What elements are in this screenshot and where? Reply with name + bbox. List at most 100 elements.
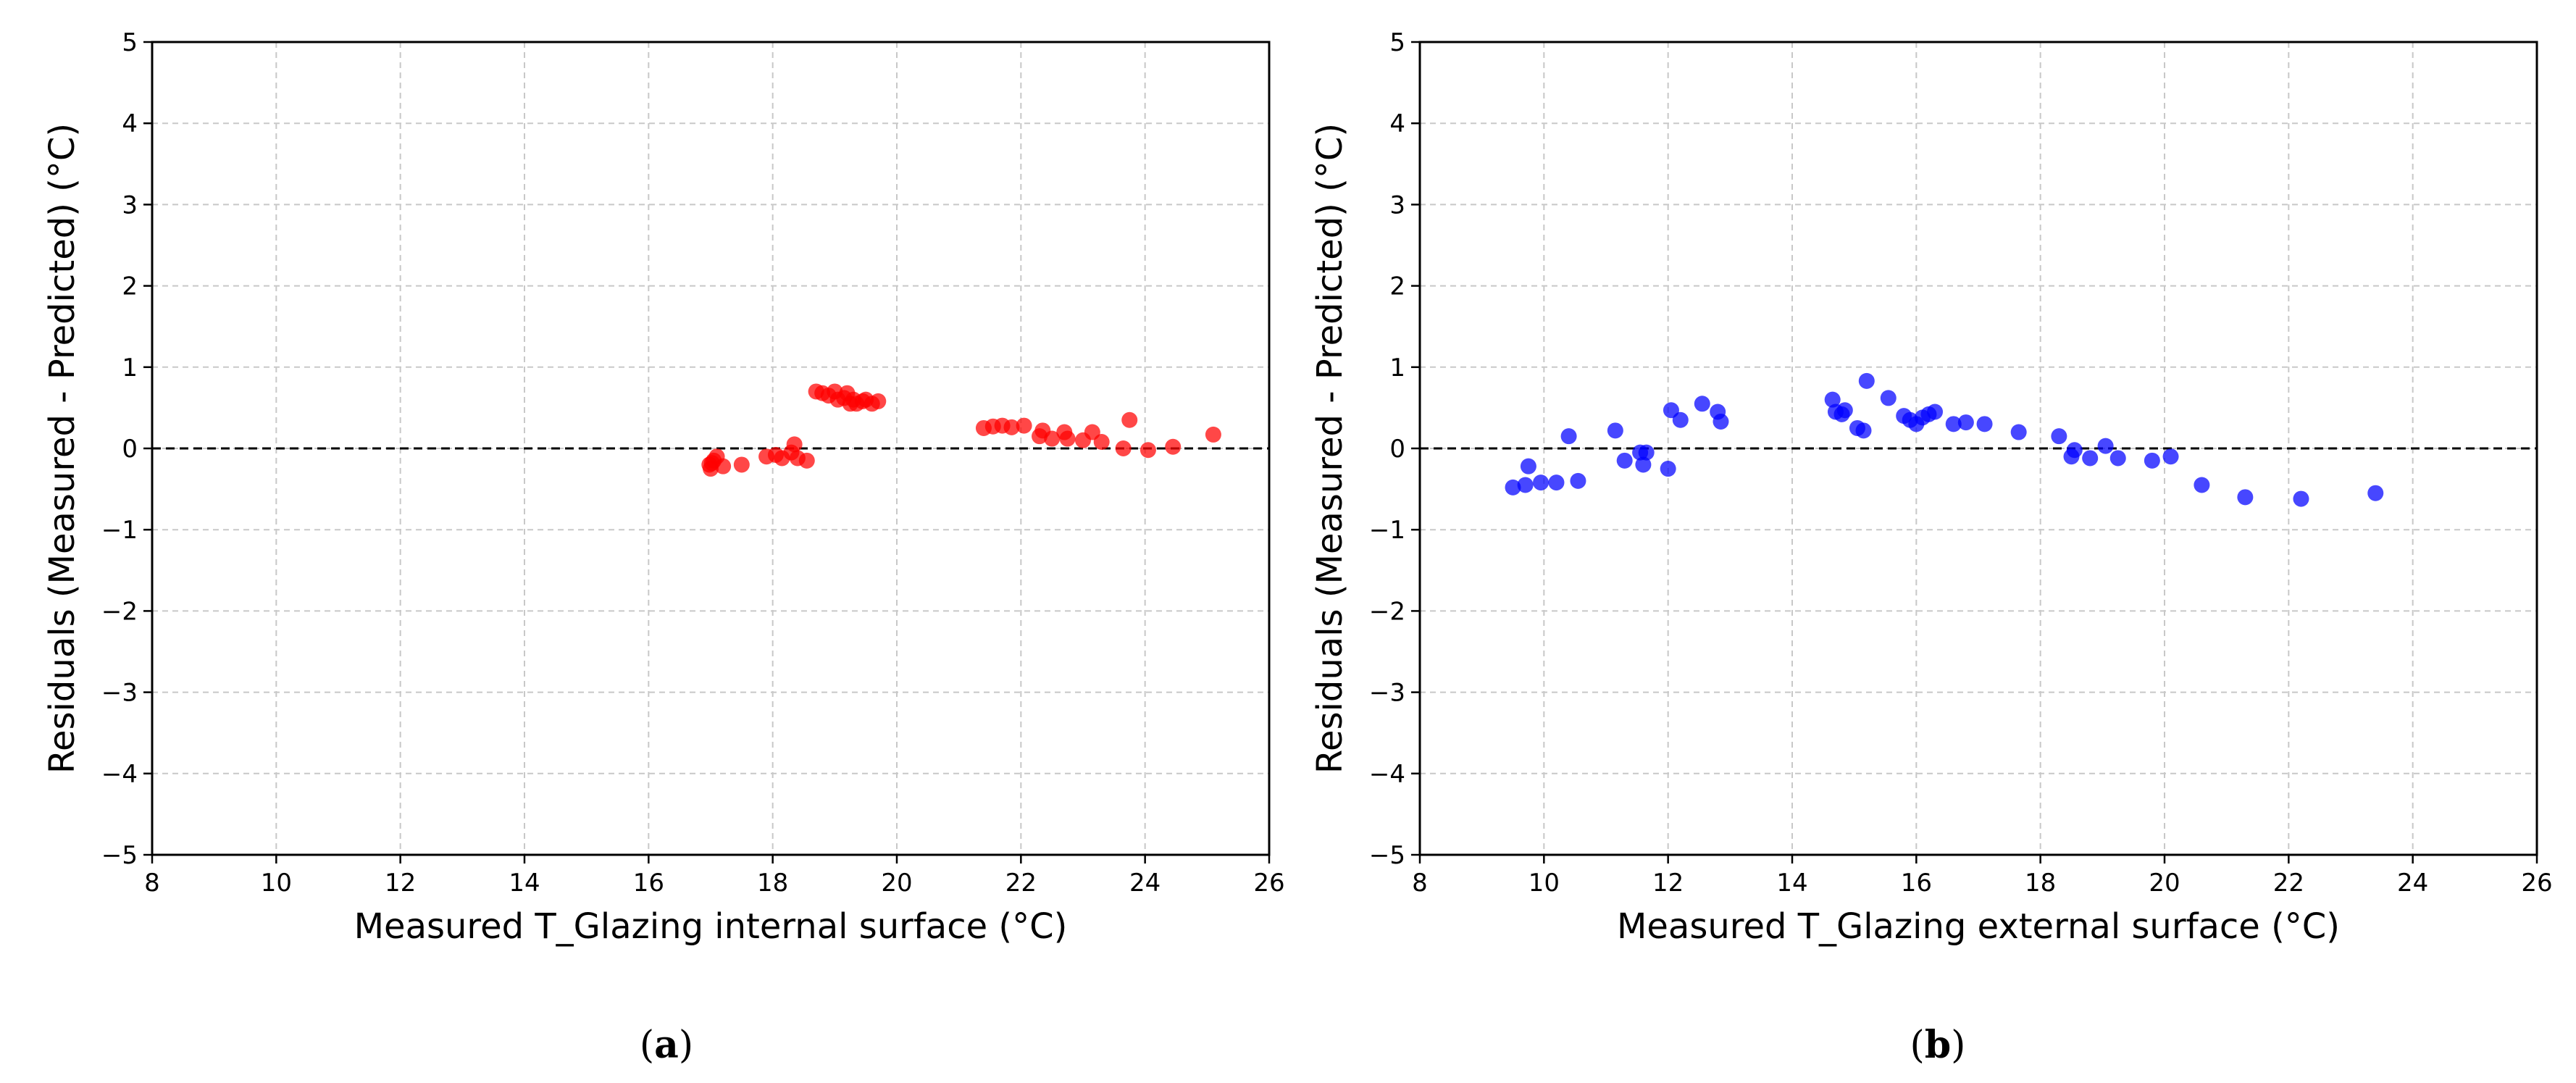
- chart-b-point: [2109, 450, 2126, 467]
- chart-a-point: [1093, 434, 1110, 451]
- chart-b-frame: [1418, 41, 2538, 856]
- chart-b-point: [1520, 458, 1536, 474]
- chart-a-point: [1205, 426, 1221, 443]
- chart-a-ytick-label: −1: [101, 516, 138, 545]
- chart-b-xtick-label: 22: [2273, 869, 2304, 898]
- chart-a-xtick-label: 14: [509, 869, 540, 898]
- chart-a-ytick-label: 2: [122, 272, 138, 301]
- chart-a-xtick-label: 12: [385, 869, 416, 898]
- chart-b-point: [1660, 461, 1676, 477]
- chart-b-ytick-label: 3: [1389, 191, 1405, 219]
- chart-b: 8 10 12 14 16 18 20 22 24 26−5−4−3−2−1012345Measu…: [1310, 28, 2553, 1067]
- chart-b-ylabel: Residuals (Measured - Predicted) (°C): [1310, 123, 1350, 774]
- chart-b-point: [1505, 479, 1521, 495]
- chart-b-point: [2162, 448, 2179, 465]
- chart-a-ytick-label: −3: [101, 679, 138, 708]
- chart-b-point: [1927, 403, 1944, 420]
- chart-b-point: [2194, 477, 2210, 493]
- chart-a-point: [1139, 442, 1156, 459]
- chart-a-ytick-label: 4: [122, 109, 138, 138]
- chart-b-xtick-label: 20: [2149, 869, 2180, 898]
- chart-b-point: [2144, 452, 2160, 469]
- chart-b-xlabel: Measured T_Glazing external surface (°C): [1617, 906, 2340, 947]
- chart-b-point: [2237, 489, 2254, 506]
- chart-b-ytick-label: −2: [1369, 597, 1405, 626]
- chart-b-point: [2010, 424, 2027, 440]
- chart-a-point: [733, 456, 750, 473]
- chart-b-xtick-label: 16: [1901, 869, 1932, 898]
- chart-b-ytick-label: −3: [1369, 679, 1405, 708]
- chart-b-caption: (b): [1910, 1023, 1966, 1067]
- chart-b-point: [1533, 474, 1550, 491]
- chart-b-ytick-label: −1: [1369, 516, 1405, 545]
- chart-b-ytick-label: 0: [1389, 435, 1405, 464]
- chart-b-ytick-label: 4: [1389, 109, 1405, 138]
- chart-a-caption: (a): [640, 1023, 693, 1067]
- chart-b-xtick-label: 12: [1652, 869, 1684, 898]
- chart-b-point: [1607, 422, 1623, 439]
- chart-a-point: [1016, 417, 1032, 434]
- chart-b-point: [2293, 490, 2309, 507]
- chart-b-point: [1548, 474, 1565, 491]
- chart-a-frame: [151, 41, 1271, 856]
- chart-a: 8 10 12 14 16 18 20 22 24 26−5−4−3−2−1012345Measu…: [42, 28, 1285, 1067]
- chart-b-point: [2097, 438, 2114, 454]
- chart-a-ytick-label: 3: [122, 191, 138, 219]
- chart-a-xtick-label: 24: [1129, 869, 1161, 898]
- chart-a-ytick-label: 1: [122, 354, 138, 382]
- chart-a-point: [789, 450, 806, 467]
- chart-b-point: [1836, 402, 1853, 419]
- chart-b-point: [1945, 416, 1962, 432]
- chart-b-point: [1824, 391, 1841, 408]
- chart-a-point: [870, 393, 887, 409]
- chart-b-point: [1672, 411, 1689, 428]
- chart-a-ytick-label: 0: [122, 435, 138, 464]
- chart-b-xtick-label: 18: [2025, 869, 2056, 898]
- chart-a-xtick-label: 26: [1253, 869, 1284, 898]
- chart-a-point: [1003, 419, 1020, 435]
- chart-a-point: [786, 436, 803, 453]
- chart-b-xtick-label: 14: [1776, 869, 1807, 898]
- chart-a-xtick-label: 20: [881, 869, 912, 898]
- chart-a-xtick-label: 18: [757, 869, 788, 898]
- chart-b-point: [1957, 414, 1974, 431]
- chart-b-point: [2367, 485, 2384, 501]
- chart-a-xtick-label: 22: [1005, 869, 1037, 898]
- chart-b-point: [1694, 396, 1710, 412]
- chart-b-point: [2082, 450, 2099, 467]
- chart-b-point: [2066, 442, 2083, 459]
- chart-a-point: [1059, 430, 1076, 447]
- chart-a-xtick-label: 8: [144, 869, 160, 898]
- chart-b-point: [1855, 422, 1872, 439]
- chart-a-point: [1165, 438, 1182, 455]
- chart-b-point: [1560, 428, 1577, 445]
- chart-a-xlabel: Measured T_Glazing internal surface (°C): [354, 906, 1068, 947]
- chart-a-ytick-label: −2: [101, 597, 138, 626]
- chart-b-point: [1517, 477, 1534, 493]
- chart-b-ytick-label: −5: [1369, 841, 1405, 870]
- chart-b-point: [1976, 416, 1993, 432]
- chart-b-point: [1713, 413, 1729, 430]
- chart-b-point: [1858, 372, 1875, 389]
- chart-b-xtick-label: 8: [1412, 869, 1428, 898]
- chart-b-point: [1638, 444, 1655, 461]
- chart-a-ytick-label: −5: [101, 841, 138, 870]
- chart-b-point: [1616, 452, 1633, 469]
- chart-b-ytick-label: 2: [1389, 272, 1405, 301]
- chart-b-ytick-label: 1: [1389, 354, 1405, 382]
- chart-a-ylabel: Residuals (Measured - Predicted) (°C): [42, 123, 83, 774]
- chart-b-point: [1880, 390, 1897, 406]
- chart-b-ytick-label: −4: [1369, 760, 1405, 789]
- chart-b-ytick-label: 5: [1389, 28, 1405, 57]
- chart-a-ytick-label: −4: [101, 760, 138, 789]
- chart-a-point: [1115, 440, 1132, 456]
- chart-b-point: [2051, 428, 2067, 445]
- chart-b-point: [1570, 472, 1586, 489]
- chart-a-point: [715, 458, 732, 474]
- chart-b-xtick-label: 26: [2521, 869, 2552, 898]
- chart-a-ytick-label: 5: [122, 28, 138, 57]
- chart-a-point: [1044, 430, 1061, 447]
- chart-b-point: [1635, 456, 1652, 473]
- chart-b-xtick-label: 24: [2397, 869, 2428, 898]
